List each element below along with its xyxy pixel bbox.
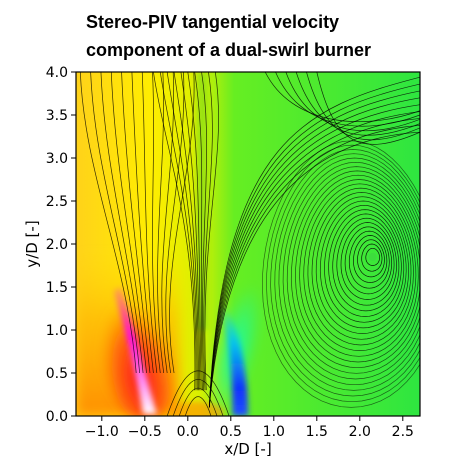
x-tick-label: 1.0: [263, 424, 285, 440]
x-tick-label: −1.0: [85, 424, 119, 440]
streamline-vortex: [274, 153, 420, 391]
x-tick-label: −0.5: [128, 424, 162, 440]
streamline-centre: [201, 72, 207, 391]
streamline-vortex: [319, 200, 407, 329]
x-tick-label: 2.5: [392, 424, 414, 440]
x-tick-label: 0.0: [177, 424, 199, 440]
streamline-sweep: [208, 111, 420, 408]
y-tick-label: 3.0: [46, 151, 68, 167]
y-tick-label: 0.0: [46, 409, 68, 425]
streamline-bottom-loop: [172, 379, 224, 416]
streamline-vortex: [278, 157, 420, 386]
streamline-left: [169, 72, 195, 374]
streamline-vortex: [361, 243, 383, 272]
streamline-sweep: [208, 76, 420, 408]
streamline-vortex: [311, 192, 412, 340]
y-tick-label: 3.5: [46, 108, 68, 124]
x-axis-label: x/D [-]: [224, 440, 271, 458]
streamline-vortex: [290, 170, 420, 369]
x-axis-ticks: −1.0 −0.5 0.0 0.5 1.0 1.5 2.0 2.5: [85, 416, 414, 440]
streamline-centre: [173, 72, 199, 391]
streamline-vortex: [266, 144, 420, 403]
streamline-vortex: [336, 217, 397, 306]
streamline-left: [152, 72, 161, 374]
chart-title-line-2: component of a dual-swirl burner: [86, 40, 372, 60]
streamline-centre: [180, 72, 201, 391]
x-tick-label: 0.5: [220, 424, 242, 440]
streamline-top-right: [264, 72, 420, 122]
streamline-vortex: [328, 209, 402, 317]
y-tick-label: 2.0: [46, 237, 68, 253]
streamline-bottom-loop: [166, 370, 230, 416]
streamline-centre: [166, 72, 198, 391]
streamline-sweep: [208, 97, 420, 408]
chart-title-line-1: Stereo-PIV tangential velocity: [86, 12, 340, 32]
y-tick-label: 4.0: [46, 65, 68, 81]
streamline-vortex: [295, 174, 420, 363]
streamline-left: [100, 72, 144, 374]
streamline-left: [157, 72, 165, 374]
streamline-vortex: [270, 149, 420, 397]
streamline-vortex: [299, 179, 419, 357]
streamline-left: [121, 72, 151, 374]
streamline-vortex: [357, 239, 385, 278]
streamline-centre: [204, 72, 219, 391]
x-tick-label: 1.5: [306, 424, 328, 440]
streamline-centre: [159, 72, 197, 391]
streamline-sweep: [208, 131, 420, 408]
streamline-centre: [203, 72, 213, 391]
streamline-vortex: [262, 140, 420, 408]
y-tick-label: 1.5: [46, 280, 68, 296]
streamline-vortex: [340, 222, 395, 300]
streamline-centre: [153, 72, 196, 391]
streamline-left: [79, 72, 137, 374]
streamline-sweep: [208, 118, 420, 408]
streamline-top-right: [306, 72, 420, 141]
streamline-centre: [187, 72, 202, 391]
streamline-vortex: [324, 204, 405, 323]
velocity-field: [76, 72, 420, 416]
vortex-core: [368, 252, 377, 261]
y-axis-label: y/D [-]: [23, 220, 41, 267]
streamline-vortex: [307, 187, 414, 346]
chart-title: Stereo-PIV tangential velocity component…: [86, 8, 466, 64]
streamline-sweep: [208, 83, 420, 408]
streamlines: [79, 72, 420, 416]
streamline-top-right: [316, 72, 420, 145]
field-magenta-jet: [113, 287, 157, 415]
streamline-vortex: [282, 161, 420, 380]
streamline-centre: [194, 72, 203, 391]
streamline-vortex: [286, 166, 420, 374]
streamline-vortex: [332, 213, 400, 312]
streamline-bottom-loop: [184, 396, 212, 416]
streamline-vortex: [365, 247, 380, 266]
streamline-vortex: [344, 226, 393, 295]
streamline-top-right: [275, 72, 420, 127]
y-tick-label: 2.5: [46, 194, 68, 210]
streamline-left: [131, 72, 154, 374]
y-axis-ticks: 0.0 0.5 1.0 1.5 2.0 2.5 3.0 3.5 4.0: [46, 65, 76, 425]
streamline-left: [90, 72, 140, 374]
streamline-sweep: [208, 104, 420, 408]
y-tick-label: 1.0: [46, 323, 68, 339]
x-tick-label: 2.0: [349, 424, 371, 440]
streamline-vortex: [353, 235, 388, 283]
streamline-sweep: [208, 90, 420, 408]
streamline-vortex: [303, 183, 417, 351]
field-blue-jet: [218, 304, 248, 416]
streamline-left: [141, 72, 158, 374]
streamline-top-right: [295, 72, 420, 136]
streamline-bottom-loop: [178, 387, 218, 416]
y-tick-label: 0.5: [46, 366, 68, 382]
streamline-vortex: [315, 196, 409, 334]
streamline-left: [165, 72, 185, 374]
streamline-left: [110, 72, 147, 374]
streamline-vortex: [348, 230, 390, 289]
